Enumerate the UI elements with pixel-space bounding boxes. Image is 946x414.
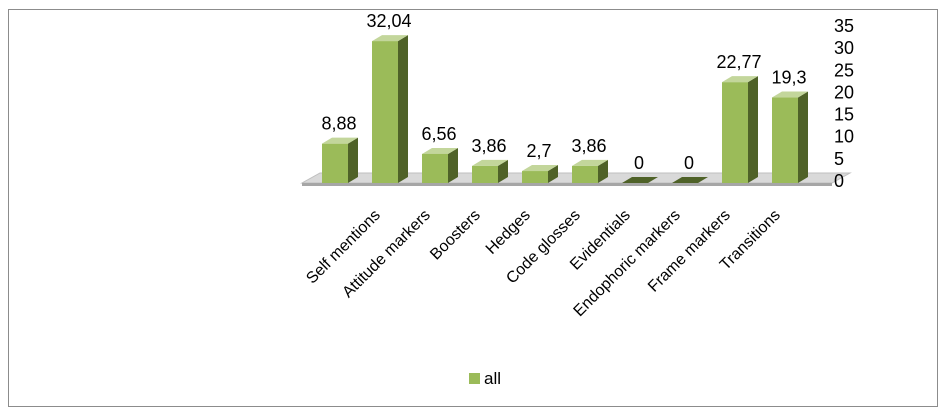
data-label: 2,7: [526, 141, 551, 161]
y-tick-label: 30: [834, 38, 854, 58]
bar-front: [772, 97, 798, 183]
y-tick-label: 15: [834, 105, 854, 125]
bar-front: [372, 41, 398, 183]
bar-top: [372, 35, 408, 42]
data-label: 6,56: [421, 124, 456, 144]
bar-side: [598, 159, 608, 183]
legend-swatch: [469, 373, 480, 384]
y-tick-label: 5: [834, 149, 844, 169]
bar: [622, 177, 658, 183]
bar: [372, 35, 408, 183]
legend: all: [469, 369, 501, 388]
bar: [422, 147, 458, 183]
y-tick-label: 0: [834, 171, 844, 191]
y-tick-label: 10: [834, 127, 854, 147]
bar-flat: [672, 177, 708, 183]
bar-front: [572, 165, 598, 183]
x-category-label: Hedges: [483, 207, 534, 258]
y-tick-label: 35: [834, 16, 854, 36]
bar-side: [748, 76, 758, 183]
data-label: 3,86: [571, 136, 606, 156]
bar-side: [348, 137, 358, 183]
y-tick-label: 20: [834, 82, 854, 102]
bar-front: [422, 153, 448, 183]
bar: [672, 177, 708, 183]
bar-top: [422, 147, 458, 154]
bar-front: [722, 82, 748, 183]
bar-top: [722, 76, 758, 83]
chart-area: 0 5 10 15 20 25 30 35 8,88 32,04 6,56 3,86 2,7 3,86 0 0…: [8, 9, 938, 407]
data-label: 32,04: [366, 11, 411, 31]
bar-side: [798, 91, 808, 183]
bar: [772, 91, 808, 183]
bar-top: [572, 159, 608, 166]
bar-side: [498, 159, 508, 183]
bar-top: [472, 159, 508, 166]
chart-floor-edge: [302, 183, 832, 186]
bar-front: [522, 171, 548, 183]
bar-side: [398, 35, 408, 183]
data-label: 3,86: [471, 136, 506, 156]
bar: [472, 159, 508, 183]
bar: [522, 165, 558, 183]
bar: [722, 76, 758, 183]
data-label: 19,3: [771, 68, 806, 88]
bar-top: [322, 137, 358, 144]
data-label: 8,88: [321, 114, 356, 134]
bar-top: [772, 91, 808, 98]
bar-side: [448, 147, 458, 183]
bar: [322, 137, 358, 183]
y-tick-label: 25: [834, 60, 854, 80]
bar: [572, 159, 608, 183]
legend-label: all: [484, 369, 501, 388]
bar-front: [472, 165, 498, 183]
data-label: 0: [684, 153, 694, 173]
x-category-label: Attitude markers: [339, 207, 433, 301]
x-category-label: Boosters: [427, 207, 484, 264]
bar-top: [522, 165, 558, 172]
bar-side: [548, 165, 558, 183]
data-label: 0: [634, 153, 644, 173]
bar-flat: [622, 177, 658, 183]
data-label: 22,77: [716, 52, 761, 72]
bar-front: [322, 143, 348, 183]
